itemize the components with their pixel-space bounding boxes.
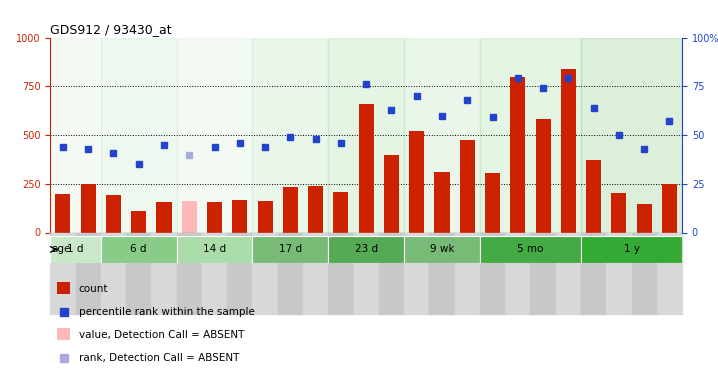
Bar [657,232,682,314]
Bar [151,232,177,314]
Bar [227,232,253,314]
Text: 9 wk: 9 wk [430,244,454,254]
Text: 17 d: 17 d [279,244,302,254]
Text: percentile rank within the sample: percentile rank within the sample [79,307,255,317]
Bar [581,232,606,314]
Bar [80,184,95,232]
Bar [404,232,429,314]
Bar [586,160,601,232]
Bar [57,282,70,294]
Bar [556,232,581,314]
Bar [454,232,480,314]
Bar [637,204,652,232]
Bar [531,232,556,314]
Bar [50,232,75,314]
Bar [581,38,682,232]
Text: 5 mo: 5 mo [517,244,544,254]
Bar [202,232,227,314]
Text: value, Detection Call = ABSENT: value, Detection Call = ABSENT [79,330,244,340]
Bar [480,236,581,262]
Bar [404,38,480,232]
Bar [253,232,278,314]
Bar [177,232,202,314]
Bar [606,232,632,314]
Text: count: count [79,284,108,294]
Bar [177,38,253,232]
Bar [358,104,374,232]
Bar [333,192,348,232]
Bar [328,232,353,314]
Bar [101,38,177,232]
Bar [460,140,475,232]
Bar [353,232,379,314]
Text: 6 d: 6 d [131,244,147,254]
Text: 14 d: 14 d [203,244,226,254]
Bar [409,131,424,232]
Bar [177,236,253,262]
Bar [126,232,151,314]
Bar [207,202,222,232]
Bar [253,38,328,232]
Bar [258,201,273,232]
Text: rank, Detection Call = ABSENT: rank, Detection Call = ABSENT [79,353,239,363]
Bar [379,232,404,314]
Bar [611,192,627,232]
Bar [480,232,505,314]
Bar [303,232,328,314]
Bar [561,69,576,232]
Text: 1 d: 1 d [67,244,84,254]
Bar [429,232,454,314]
Bar [632,232,657,314]
Bar [308,186,323,232]
Bar [434,172,449,232]
Bar [581,236,682,262]
Bar [101,232,126,314]
Bar [536,119,551,232]
Bar [75,232,101,314]
Bar [404,236,480,262]
Bar [505,232,531,314]
Bar [480,38,581,232]
Bar [662,184,677,232]
Bar [57,328,70,340]
Bar [278,232,303,314]
Bar [101,236,177,262]
Bar [253,236,328,262]
Bar [384,156,399,232]
Bar [157,202,172,232]
Bar [55,194,70,232]
Bar [485,173,500,232]
Text: GDS912 / 93430_at: GDS912 / 93430_at [50,23,172,36]
Bar [131,211,146,232]
Bar [182,201,197,232]
Bar [50,38,101,232]
Bar [106,195,121,232]
Bar [328,38,404,232]
Text: 23 d: 23 d [355,244,378,254]
Bar [232,200,248,232]
Bar [328,236,404,262]
Bar [510,76,526,232]
Bar [50,236,101,262]
Bar [283,187,298,232]
Text: age: age [51,244,70,254]
Text: 1 y: 1 y [623,244,640,254]
